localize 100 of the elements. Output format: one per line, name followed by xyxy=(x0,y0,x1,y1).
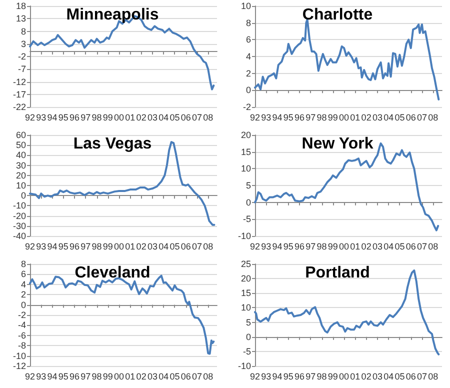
x-tick-label: 06 xyxy=(180,112,191,122)
x-tick-label: 94 xyxy=(47,112,58,122)
chart-title: Charlotte xyxy=(302,6,373,24)
x-tick-label: 04 xyxy=(384,242,394,252)
y-tick-label: 25 xyxy=(240,259,251,269)
x-tick-label: 08 xyxy=(203,112,214,122)
x-tick-label: 95 xyxy=(58,112,68,122)
y-tick-label: 60 xyxy=(16,130,26,140)
x-tick-label: 92 xyxy=(24,372,36,382)
x-tick-label: 97 xyxy=(80,242,91,252)
y-tick-label: 20 xyxy=(16,170,26,180)
x-tick-label: 07 xyxy=(192,372,202,382)
x-tick-label: 92 xyxy=(250,372,260,382)
x-tick-label: 04 xyxy=(158,112,169,122)
x-tick-label: 96 xyxy=(294,112,305,122)
x-tick-label: 93 xyxy=(36,112,46,122)
x-tick-label: 00 xyxy=(114,372,124,382)
x-tick-label: 08 xyxy=(428,242,438,252)
x-tick-label: 05 xyxy=(394,372,405,382)
chart-title: Portland xyxy=(305,264,370,282)
y-tick-label: 0 xyxy=(20,300,26,310)
x-tick-label: 01 xyxy=(125,372,136,382)
x-tick-label: 97 xyxy=(80,372,91,382)
chart-title: New York xyxy=(302,136,374,152)
y-tick-label: -12 xyxy=(12,76,26,87)
x-tick-label: 03 xyxy=(147,242,158,252)
y-tick-label: -5 xyxy=(242,214,251,224)
x-tick-label: 01 xyxy=(125,112,136,122)
y-tick-label: 15 xyxy=(240,288,251,298)
y-tick-label: 40 xyxy=(16,150,26,160)
x-tick-label: 00 xyxy=(339,242,350,252)
x-tick-label: 94 xyxy=(272,372,282,382)
x-tick-label: 95 xyxy=(283,372,294,382)
x-tick-label: 98 xyxy=(316,372,327,382)
x-tick-label: 03 xyxy=(372,112,382,122)
y-tick-label: -10 xyxy=(12,350,26,361)
chart-title: Cleveland xyxy=(74,264,150,282)
x-tick-label: 94 xyxy=(272,112,282,122)
x-tick-label: 02 xyxy=(136,242,146,252)
x-tick-label: 97 xyxy=(306,372,316,382)
y-tick-label: 0 xyxy=(246,332,251,342)
y-tick-label: 8 xyxy=(20,26,26,36)
x-tick-label: 98 xyxy=(316,112,327,122)
y-tick-label: -40 xyxy=(12,231,26,241)
x-tick-label: 95 xyxy=(58,242,68,252)
x-tick-label: 95 xyxy=(283,242,294,252)
x-tick-label: 93 xyxy=(36,242,46,252)
x-tick-label: 05 xyxy=(170,372,180,382)
x-tick-label: 95 xyxy=(58,372,68,382)
x-tick-label: 08 xyxy=(203,372,214,382)
x-tick-label: 98 xyxy=(92,112,102,122)
y-tick-label: 18 xyxy=(16,1,26,11)
x-tick-label: 94 xyxy=(47,372,58,382)
y-tick-label: -2 xyxy=(18,52,26,62)
x-tick-label: 03 xyxy=(372,242,382,252)
x-tick-label: 05 xyxy=(170,112,180,122)
x-tick-label: 06 xyxy=(180,372,191,382)
x-tick-label: 06 xyxy=(406,112,416,122)
x-tick-label: 04 xyxy=(158,242,169,252)
x-tick-label: 08 xyxy=(428,372,438,382)
y-tick-label: 20 xyxy=(240,274,251,284)
y-tick-label: -10 xyxy=(238,231,251,241)
x-tick-label: 92 xyxy=(250,112,260,122)
x-tick-label: 93 xyxy=(36,372,46,382)
x-tick-label: 04 xyxy=(158,372,169,382)
x-tick-label: 06 xyxy=(180,242,191,252)
x-tick-label: 92 xyxy=(24,112,36,122)
y-tick-label: -5 xyxy=(242,346,251,356)
x-tick-label: 98 xyxy=(92,242,102,252)
y-tick-label: -10 xyxy=(12,200,26,211)
y-tick-label: 0 xyxy=(246,197,251,208)
x-tick-label: 07 xyxy=(416,242,427,252)
y-tick-label: 15 xyxy=(240,146,251,157)
x-tick-label: 07 xyxy=(416,112,427,122)
y-tick-label: 5 xyxy=(246,317,251,328)
y-tick-label: 8 xyxy=(246,18,251,28)
y-tick-label: -8 xyxy=(18,340,26,351)
x-tick-label: 97 xyxy=(306,242,316,252)
x-tick-label: 00 xyxy=(339,112,350,122)
x-tick-label: 02 xyxy=(361,242,372,252)
x-tick-label: 99 xyxy=(102,242,113,252)
x-tick-label: 01 xyxy=(125,242,136,252)
y-tick-label: 4 xyxy=(246,52,251,62)
y-tick-label: 6 xyxy=(246,34,251,45)
x-tick-label: 03 xyxy=(147,372,158,382)
x-tick-label: 93 xyxy=(261,112,272,122)
y-tick-label: -6 xyxy=(18,330,26,340)
x-tick-label: 00 xyxy=(339,372,350,382)
y-tick-label: 10 xyxy=(240,302,251,313)
x-tick-label: 93 xyxy=(261,372,272,382)
y-tick-label: 5 xyxy=(246,180,251,190)
y-tick-label: 2 xyxy=(246,68,251,78)
x-tick-label: 02 xyxy=(361,112,372,122)
y-tick-label: 0 xyxy=(20,190,26,201)
x-tick-label: 01 xyxy=(350,112,360,122)
y-tick-label: 4 xyxy=(20,279,26,290)
x-tick-label: 04 xyxy=(384,372,394,382)
y-tick-label: -10 xyxy=(238,361,251,371)
x-tick-label: 05 xyxy=(394,112,405,122)
chart-title: Las Vegas xyxy=(73,136,152,152)
